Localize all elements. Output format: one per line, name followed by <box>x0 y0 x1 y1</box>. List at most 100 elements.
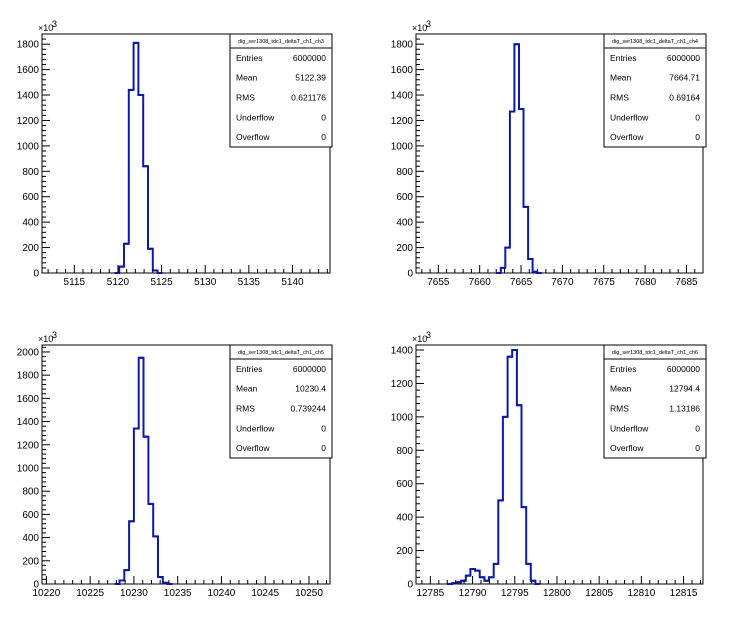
plot-frame <box>415 344 704 585</box>
y-tick-label: 1400 <box>391 91 414 102</box>
y-tick-label: 1600 <box>17 65 40 76</box>
stats-value: 6000000 <box>293 53 326 63</box>
stats-label: RMS <box>236 404 255 414</box>
y-tick-label: 1200 <box>17 116 40 127</box>
x-tick-label: 5135 <box>238 277 261 288</box>
stats-value: 5122.39 <box>295 73 326 83</box>
stats-value: 0 <box>321 112 326 122</box>
stats-label: Entries <box>610 364 636 374</box>
x-tick-label: 12785 <box>416 588 444 599</box>
plot-frame <box>41 33 331 274</box>
y-tick-label: 200 <box>396 546 413 557</box>
y-tick-label: 600 <box>22 192 39 203</box>
y-tick-label: 1000 <box>391 412 414 423</box>
stats-label: Overflow <box>610 132 644 142</box>
y-tick-label: 1400 <box>17 417 40 428</box>
y-exponent-power: 3 <box>52 19 57 29</box>
x-tick-label: 10245 <box>251 588 279 599</box>
stats-value: 0 <box>321 443 326 453</box>
stats-label: Overflow <box>236 443 270 453</box>
x-tick-label: 10220 <box>32 588 60 599</box>
stats-value: 0 <box>695 112 700 122</box>
stats-box <box>603 33 707 148</box>
y-tick-label: 800 <box>396 446 413 457</box>
x-tick-label: 5115 <box>64 277 86 288</box>
histogram-pad-4: 12785 12790 12795 12800 12805 12810 12815 0 200 4… <box>391 330 707 599</box>
x-tick-label: 5120 <box>107 277 130 288</box>
y-tick-label: 1800 <box>17 371 40 382</box>
stats-label: Mean <box>236 384 258 394</box>
stats-value: 6000000 <box>667 364 700 374</box>
y-tick-label: 1600 <box>391 65 414 76</box>
y-exponent-power: 3 <box>426 19 431 29</box>
stats-value: 0.69164 <box>669 93 700 103</box>
stats-value: 7664.71 <box>669 73 700 83</box>
y-tick-label: 600 <box>396 192 413 203</box>
stats-label: Underflow <box>236 423 275 433</box>
x-tick-label: 5130 <box>194 277 217 288</box>
histogram-series <box>496 43 542 274</box>
stats-label: RMS <box>236 93 255 103</box>
y-tick-label: 1600 <box>17 394 40 405</box>
y-tick-label: 200 <box>22 556 39 567</box>
stats-label: RMS <box>610 93 629 103</box>
y-tick-label: 400 <box>396 513 413 524</box>
x-tick-label: 7680 <box>634 277 657 288</box>
y-exponent-label: ×10 <box>38 334 53 344</box>
y-exponent-label: ×10 <box>412 23 427 33</box>
x-tick-label: 5125 <box>150 277 173 288</box>
stats-box <box>229 344 333 459</box>
stats-label: Underflow <box>610 112 649 122</box>
stats-value: 0.739244 <box>291 404 327 414</box>
y-tick-label: 1000 <box>17 141 40 152</box>
stats-value: 0 <box>321 132 326 142</box>
x-tick-label: 7665 <box>510 277 533 288</box>
stats-value: 0 <box>695 132 700 142</box>
y-tick-label: 1200 <box>391 379 414 390</box>
y-tick-label: 1800 <box>17 40 40 51</box>
x-tick-label: 7660 <box>469 277 492 288</box>
stats-title: dig_ser1308_tdc1_deltaT_ch1_ch4 <box>612 39 698 45</box>
stats-label: Underflow <box>610 423 649 433</box>
y-tick-label: 1000 <box>17 463 40 474</box>
stats-label: Overflow <box>236 132 270 142</box>
stats-value: 6000000 <box>667 53 700 63</box>
stats-box <box>603 344 707 459</box>
stats-title: dig_ser1308_tdc1_deltaT_ch1_ch6 <box>612 350 698 356</box>
stats-value: 0 <box>695 443 700 453</box>
y-tick-label: 400 <box>396 218 413 229</box>
y-tick-label: 800 <box>396 167 413 178</box>
y-tick-label: 1400 <box>17 91 40 102</box>
x-tick-label: 12800 <box>543 588 571 599</box>
y-exponent-power: 3 <box>426 330 431 340</box>
y-tick-label: 1200 <box>17 440 40 451</box>
y-tick-label: 600 <box>22 510 39 521</box>
stats-value: 12794.4 <box>669 384 700 394</box>
y-tick-label: 0 <box>407 269 413 280</box>
x-tick-label: 10250 <box>295 588 323 599</box>
stats-label: Underflow <box>236 112 275 122</box>
histogram-series <box>114 41 163 274</box>
stats-label: Entries <box>610 53 636 63</box>
stats-label: Mean <box>236 73 258 83</box>
x-tick-label: 12815 <box>670 588 698 599</box>
stats-label: Entries <box>236 53 262 63</box>
x-tick-label: 12810 <box>627 588 655 599</box>
stats-value: 6000000 <box>293 364 326 374</box>
y-exponent-label: ×10 <box>38 23 53 33</box>
stats-label: Mean <box>610 73 632 83</box>
y-tick-label: 1400 <box>391 346 414 357</box>
x-tick-label: 7655 <box>427 277 450 288</box>
y-exponent-power: 3 <box>52 330 57 340</box>
plot-frame <box>415 33 704 274</box>
y-tick-label: 0 <box>33 269 39 280</box>
y-tick-label: 1200 <box>391 116 414 127</box>
x-tick-label: 5140 <box>281 277 304 288</box>
y-tick-label: 2000 <box>17 347 40 358</box>
x-tick-label: 10230 <box>120 588 148 599</box>
x-tick-label: 7670 <box>551 277 574 288</box>
y-tick-label: 0 <box>407 580 413 591</box>
y-tick-label: 800 <box>22 487 39 498</box>
y-tick-label: 800 <box>22 167 39 178</box>
